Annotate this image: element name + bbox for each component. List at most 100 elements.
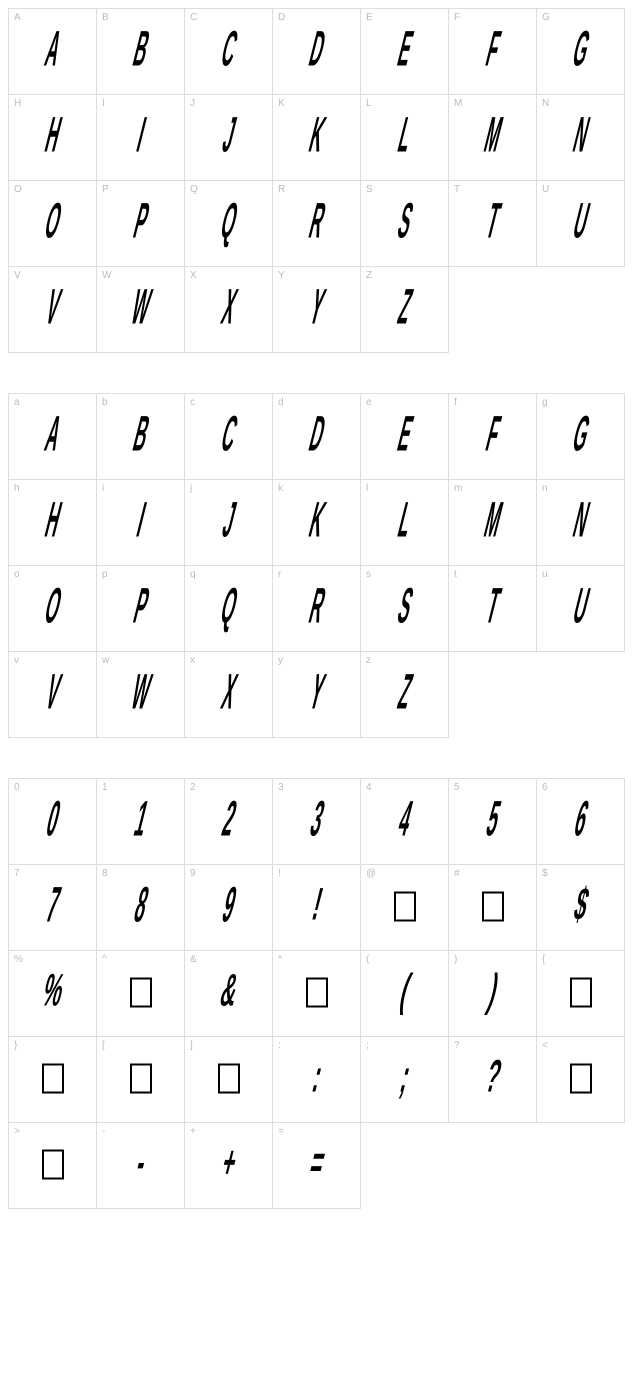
- glyph-cell: vV: [9, 652, 97, 738]
- cell-label: t: [454, 569, 457, 580]
- glyph-grid: aAbBcCdDeEfFgGhHiIjJkKlLmMnNoOpPqQrRsStT…: [8, 393, 625, 738]
- cell-label: l: [366, 483, 368, 494]
- cell-label: 8: [102, 868, 108, 879]
- glyph: T: [481, 578, 505, 634]
- glyph-cell: %%: [9, 951, 97, 1037]
- glyph: E: [392, 406, 417, 462]
- cell-label: u: [542, 569, 548, 580]
- glyph: K: [304, 492, 330, 548]
- glyph-cell: 44: [361, 779, 449, 865]
- cell-label: I: [102, 98, 105, 109]
- glyph: Z: [393, 279, 417, 335]
- glyph: (: [395, 966, 414, 1018]
- glyph: N: [568, 492, 594, 548]
- glyph: G: [567, 406, 594, 462]
- glyph: X: [216, 279, 241, 335]
- glyph: P: [128, 578, 153, 634]
- glyph-cell: UU: [537, 181, 625, 267]
- glyph-cell: 22: [185, 779, 273, 865]
- glyph-cell: rR: [273, 566, 361, 652]
- glyph-cell: #: [449, 865, 537, 951]
- cell-label: ^: [102, 954, 107, 965]
- glyph: Q: [215, 578, 242, 634]
- glyph-cell: eE: [361, 394, 449, 480]
- cell-label: R: [278, 184, 285, 195]
- glyph-cell: WW: [97, 267, 185, 353]
- cell-label: r: [278, 569, 281, 580]
- cell-label: -: [102, 1126, 105, 1137]
- glyph-cell: {: [537, 951, 625, 1037]
- cell-label: g: [542, 397, 548, 408]
- cell-label: e: [366, 397, 372, 408]
- cell-label: N: [542, 98, 549, 109]
- cell-label: ;: [366, 1040, 369, 1051]
- glyph-cell: cC: [185, 394, 273, 480]
- cell-label: E: [366, 12, 373, 23]
- cell-label: W: [102, 270, 111, 281]
- cell-label: =: [278, 1126, 284, 1137]
- missing-glyph-icon: [130, 1063, 152, 1093]
- glyph-cell: wW: [97, 652, 185, 738]
- glyph-cell: !!: [273, 865, 361, 951]
- cell-label: p: [102, 569, 108, 580]
- glyph-cell: jJ: [185, 480, 273, 566]
- glyph: Q: [215, 193, 242, 249]
- glyph: F: [481, 21, 505, 77]
- glyph-cell: qQ: [185, 566, 273, 652]
- glyph: O: [39, 578, 66, 634]
- cell-label: [: [102, 1040, 105, 1051]
- missing-glyph-icon: [130, 977, 152, 1007]
- glyph: D: [304, 21, 330, 77]
- glyph-cell: II: [97, 95, 185, 181]
- glyph: D: [304, 406, 330, 462]
- cell-label: %: [14, 954, 23, 965]
- glyph-cell: tT: [449, 566, 537, 652]
- cell-label: S: [366, 184, 373, 195]
- cell-label: m: [454, 483, 462, 494]
- glyph-cell: --: [97, 1123, 185, 1209]
- glyph: B: [128, 406, 154, 462]
- glyph: H: [40, 107, 66, 163]
- glyph-cell: hH: [9, 480, 97, 566]
- cell-label: B: [102, 12, 109, 23]
- cell-label: T: [454, 184, 460, 195]
- glyph-cell: )): [449, 951, 537, 1037]
- glyph-cell: &&: [185, 951, 273, 1037]
- cell-label: w: [102, 655, 109, 666]
- cell-label: b: [102, 397, 108, 408]
- cell-label: c: [190, 397, 195, 408]
- glyph-grid: AABBCCDDEEFFGGHHIIJJKKLLMMNNOOPPQQRRSSTT…: [8, 8, 625, 353]
- glyph: E: [392, 21, 417, 77]
- cell-label: Y: [278, 270, 285, 281]
- glyph-cell: KK: [273, 95, 361, 181]
- glyph-cell: nN: [537, 480, 625, 566]
- glyph-cell: pP: [97, 566, 185, 652]
- glyph: !: [307, 880, 326, 932]
- glyph: J: [217, 492, 240, 548]
- glyph: Y: [304, 279, 329, 335]
- glyph: A: [40, 21, 66, 77]
- glyph-grid: 00112233445566778899!!@#$$%%^&&*(()){}[]…: [8, 778, 625, 1209]
- glyph-cell: fF: [449, 394, 537, 480]
- cell-label: {: [542, 954, 545, 965]
- glyph-cell: >: [9, 1123, 97, 1209]
- cell-label: 1: [102, 782, 108, 793]
- cell-label: 4: [366, 782, 372, 793]
- glyph: ;: [395, 1052, 414, 1104]
- glyph-cell: ((: [361, 951, 449, 1037]
- glyph: +: [216, 1138, 241, 1190]
- cell-label: ?: [454, 1040, 460, 1051]
- glyph: 6: [569, 791, 593, 847]
- glyph-cell: mM: [449, 480, 537, 566]
- glyph-cell: FF: [449, 9, 537, 95]
- glyph-cell: BB: [97, 9, 185, 95]
- glyph: :: [307, 1052, 326, 1104]
- glyph-cell: <: [537, 1037, 625, 1123]
- glyph-cell: [: [97, 1037, 185, 1123]
- cell-label: 3: [278, 782, 284, 793]
- cell-label: D: [278, 12, 285, 23]
- glyph: C: [216, 406, 242, 462]
- cell-label: +: [190, 1126, 196, 1137]
- glyph-cell: OO: [9, 181, 97, 267]
- cell-label: <: [542, 1040, 548, 1051]
